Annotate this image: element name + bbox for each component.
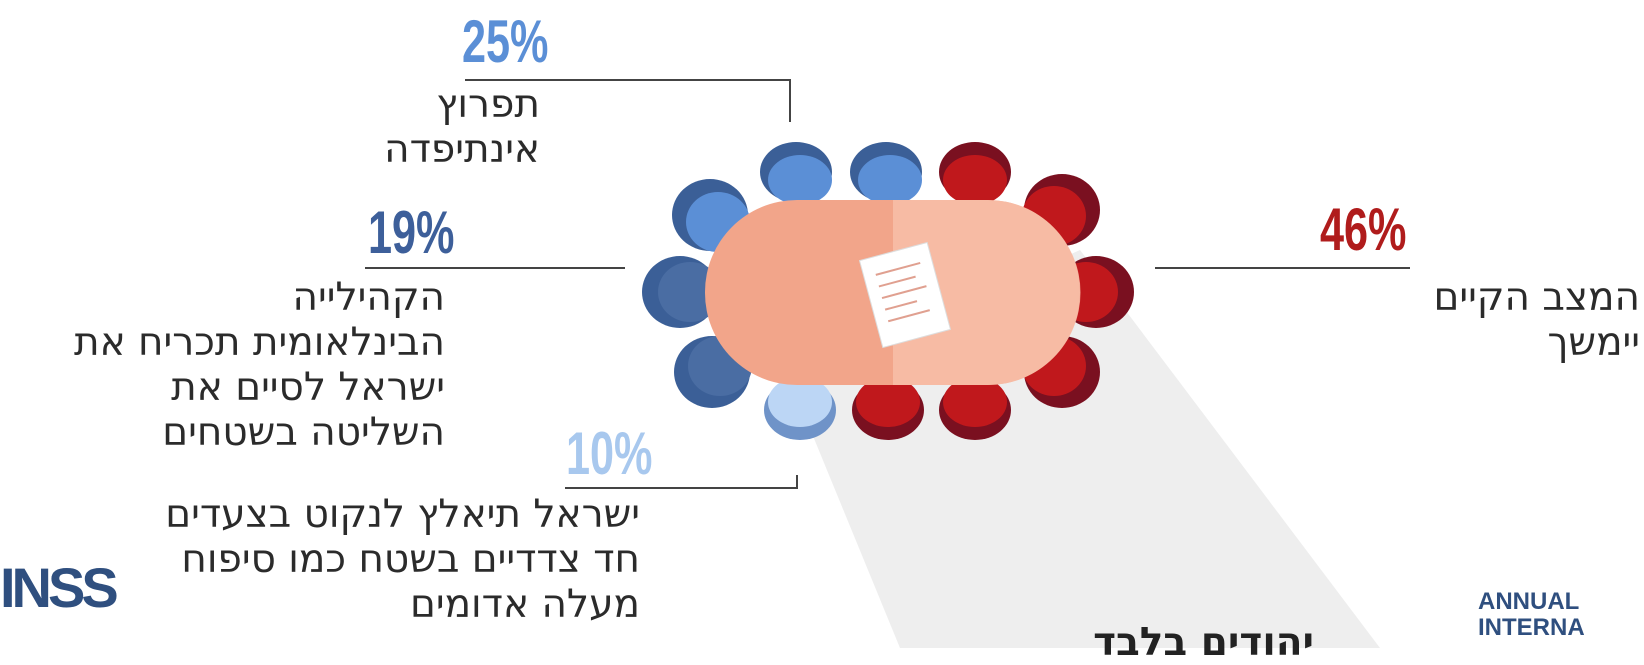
label-line: תפרוץ [384,82,540,127]
label-line: יימשך [1433,320,1640,365]
label-line: מעלה אדומים [165,582,640,627]
label-line: הקהילייה [74,275,445,320]
label-line: ישראל תיאלץ לנקוט בצעדים [165,492,640,537]
label-line: הבינלאומית תכריח את [74,320,445,365]
label-line: ישראל לסיים את [74,365,445,410]
label-line: המצב הקיים [1433,275,1640,320]
percent: 19% [368,203,454,263]
label-line: חד צדדיים בשטח כמו סיפוח [165,537,640,582]
percent: 46% [1320,200,1406,260]
right-logo-bottom: INTERNA [1478,614,1585,642]
percent: 10% [566,424,652,484]
label-line: אינתיפדה [384,127,540,172]
left-logo: INSS [0,555,115,620]
right-logo-top: ANNUAL [1478,588,1579,616]
cut-text: יהודים בלבד [1093,620,1314,665]
percent: 25% [462,12,548,72]
label-line: השליטה בשטחים [74,410,445,455]
